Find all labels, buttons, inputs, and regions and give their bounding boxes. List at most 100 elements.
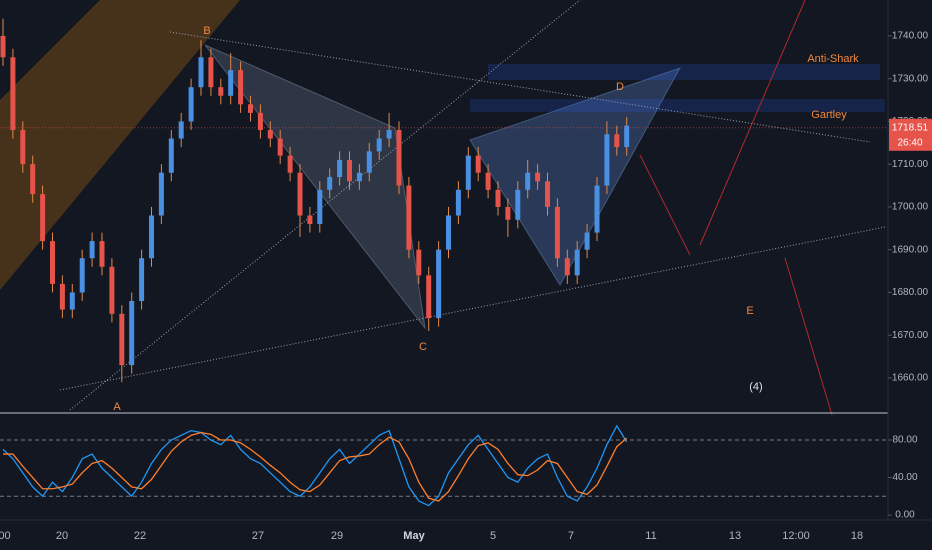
x-tick-label: 7 — [568, 530, 574, 542]
candle-body — [79, 258, 85, 293]
y-tick-label: 1680.00 — [892, 287, 929, 298]
candle-body — [574, 249, 580, 276]
candle-body — [396, 129, 402, 186]
arrow — [639, 154, 691, 256]
candle-body — [515, 189, 521, 220]
candle-body — [59, 283, 65, 310]
candle-body — [158, 172, 164, 216]
candle-body — [168, 138, 174, 173]
candle-body — [436, 249, 442, 319]
candle-body — [356, 172, 362, 182]
candle-body — [564, 258, 570, 276]
candle-body — [129, 300, 135, 366]
countdown: 26:40 — [897, 137, 922, 148]
x-tick-label: 20 — [56, 530, 68, 542]
candle-body — [465, 155, 471, 190]
candle-body — [624, 125, 630, 148]
last-price: 1718.51 — [892, 122, 929, 133]
candle-body — [218, 87, 224, 96]
candle-body — [337, 159, 343, 177]
candle-body — [535, 172, 541, 182]
candle-body — [366, 151, 372, 173]
candle-body — [198, 57, 204, 88]
candle-body — [584, 232, 590, 250]
arrow — [784, 257, 833, 416]
annotation: Gartley — [811, 109, 847, 121]
candle-body — [257, 112, 263, 130]
candle-body — [178, 121, 184, 139]
candle-body — [554, 206, 560, 259]
candle-body — [139, 258, 145, 301]
annotation: C — [419, 341, 427, 353]
y-tick-label: 1660.00 — [892, 373, 929, 384]
candle-body — [347, 159, 352, 182]
x-tick-label: 18 — [851, 530, 863, 542]
annotation: B — [203, 25, 210, 37]
zone-box — [470, 99, 885, 112]
pattern-triangle — [204, 44, 426, 330]
annotation: D — [616, 81, 624, 93]
oscillator-line — [3, 431, 628, 502]
y-tick-label: 1690.00 — [892, 244, 929, 255]
x-tick-label: :00 — [0, 530, 11, 542]
candle-body — [149, 215, 154, 259]
x-tick-label: 29 — [331, 530, 343, 542]
y-tick-label: 0.00 — [895, 510, 915, 521]
candle-body — [40, 194, 46, 242]
candle-body — [446, 215, 451, 250]
candle-body — [545, 181, 550, 207]
y-tick-label: 1670.00 — [892, 330, 929, 341]
candle-body — [416, 249, 422, 276]
zone-box — [488, 64, 880, 80]
candle-body — [287, 155, 293, 173]
y-tick-label: 1730.00 — [892, 73, 929, 84]
trend-line — [59, 226, 886, 391]
candle-body — [208, 57, 214, 88]
fib-band — [0, 0, 240, 290]
x-tick-label: 5 — [490, 530, 496, 542]
annotation: Anti-Shark — [807, 53, 859, 65]
pattern-triangle — [469, 67, 682, 286]
annotation: E — [746, 305, 753, 317]
trend-line — [169, 31, 871, 143]
candle-body — [267, 129, 273, 139]
x-tick-label: 22 — [134, 530, 146, 542]
candle-body — [505, 206, 511, 220]
candle-body — [248, 104, 253, 113]
annotation: A — [113, 401, 121, 413]
candle-body — [109, 266, 115, 314]
candle-body — [455, 189, 461, 216]
candle-body — [604, 134, 610, 186]
candle-body — [406, 185, 412, 250]
candle-body — [30, 164, 36, 195]
candle-body — [89, 241, 95, 259]
y-tick-label: 1740.00 — [892, 31, 929, 42]
candle-body — [228, 70, 234, 96]
candle-body — [317, 189, 323, 225]
candle-body — [20, 129, 26, 165]
candle-body — [495, 189, 501, 207]
trend-line — [69, 0, 581, 411]
candle-body — [10, 57, 16, 130]
x-tick-label: 13 — [729, 530, 741, 542]
candle-body — [99, 241, 105, 267]
oscillator-line — [2, 424, 628, 507]
candle-body — [50, 241, 55, 284]
marks — [0, 18, 630, 383]
x-tick-label: 12:00 — [782, 530, 810, 542]
candle-body — [119, 313, 125, 366]
candle-body — [238, 70, 244, 105]
candle-body — [297, 172, 303, 216]
x-tick-label: 27 — [252, 530, 264, 542]
candle-body — [614, 134, 620, 148]
candle-body — [307, 215, 313, 225]
y-tick-label: 40.00 — [892, 472, 917, 483]
arrow — [699, 0, 806, 246]
y-tick-label: 1710.00 — [892, 159, 929, 170]
candle-body — [594, 185, 600, 233]
candle-body — [0, 35, 6, 58]
x-tick-label: May — [403, 530, 425, 542]
x-tick-label: 11 — [645, 530, 656, 542]
